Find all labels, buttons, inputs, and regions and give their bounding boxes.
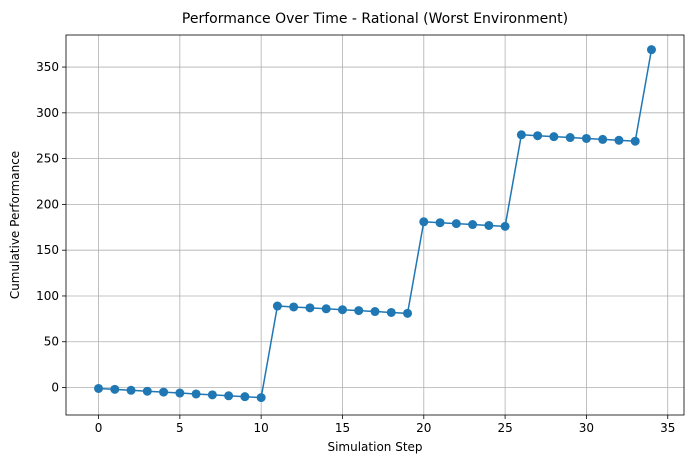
data-point: [630, 136, 640, 146]
data-point: [403, 308, 413, 318]
data-point: [305, 303, 315, 313]
data-point: [337, 305, 347, 315]
y-tick-label: 200: [36, 197, 59, 211]
x-tick-label: 15: [335, 421, 350, 435]
y-tick-label: 150: [36, 243, 59, 257]
x-tick-label: 35: [660, 421, 675, 435]
x-axis-label: Simulation Step: [327, 440, 422, 454]
data-point: [500, 221, 510, 231]
data-point: [110, 384, 120, 394]
data-point: [256, 393, 266, 403]
x-tick-label: 20: [416, 421, 431, 435]
data-point: [191, 389, 201, 399]
data-point: [435, 218, 445, 228]
chart-title: Performance Over Time - Rational (Worst …: [182, 11, 568, 27]
data-point: [419, 217, 429, 227]
data-point: [484, 220, 494, 230]
x-tick-label: 5: [176, 421, 184, 435]
y-tick-label: 0: [51, 381, 59, 395]
x-tick-label: 30: [579, 421, 594, 435]
data-point: [224, 391, 234, 401]
y-tick-label: 250: [36, 152, 59, 166]
data-point: [565, 133, 575, 143]
data-point: [468, 220, 478, 230]
data-point: [126, 385, 136, 395]
data-point: [240, 392, 250, 402]
data-point: [175, 388, 185, 398]
data-point: [451, 219, 461, 229]
data-point: [159, 387, 169, 397]
data-point: [354, 306, 364, 316]
data-point: [94, 383, 104, 393]
plot-area-frame: [65, 34, 685, 416]
data-point: [598, 134, 608, 144]
data-point: [272, 301, 282, 311]
y-tick-label: 100: [36, 289, 59, 303]
data-point: [289, 302, 299, 312]
data-point: [386, 307, 396, 317]
data-point: [646, 45, 656, 55]
y-tick-label: 350: [36, 60, 59, 74]
data-point: [321, 304, 331, 314]
x-tick-label: 25: [497, 421, 512, 435]
y-tick-label: 50: [44, 335, 59, 349]
data-point: [516, 130, 526, 140]
y-tick-label: 300: [36, 106, 59, 120]
data-point: [207, 390, 217, 400]
data-point: [581, 133, 591, 143]
data-point: [549, 132, 559, 142]
data-point: [142, 386, 152, 396]
series-layer: [94, 45, 656, 403]
x-tick-label: 0: [95, 421, 103, 435]
y-axis-label: Cumulative Performance: [8, 151, 22, 299]
x-tick-label: 10: [254, 421, 269, 435]
data-point: [533, 131, 543, 141]
data-point: [370, 307, 380, 317]
data-point: [614, 135, 624, 145]
